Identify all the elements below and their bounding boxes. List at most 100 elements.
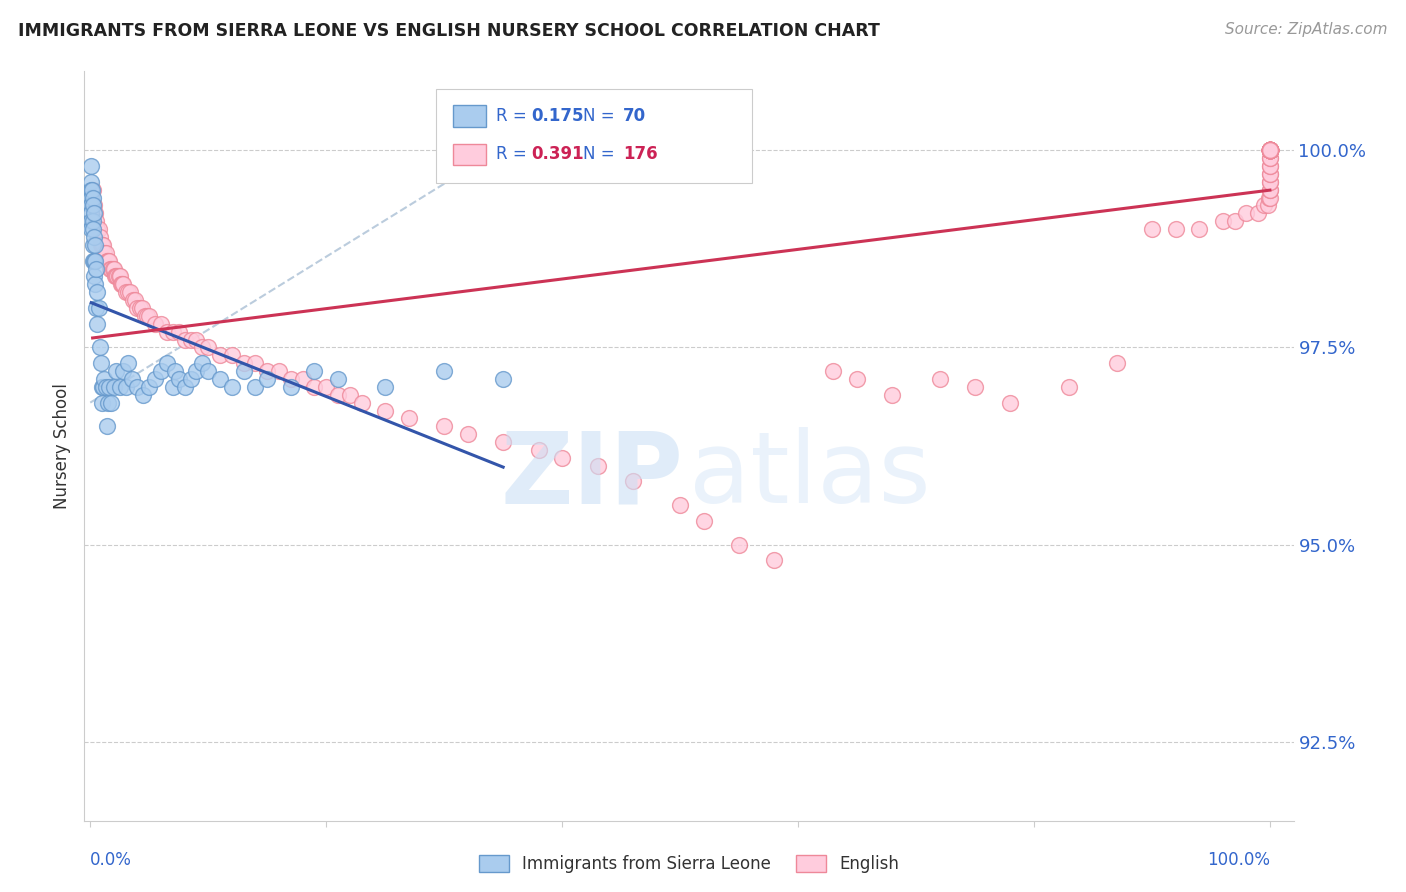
Point bbox=[1258, 167, 1281, 181]
Point bbox=[1258, 143, 1281, 157]
Point bbox=[105, 269, 128, 284]
Point bbox=[1164, 222, 1187, 236]
Point bbox=[1258, 143, 1281, 157]
Point bbox=[304, 364, 326, 378]
Point bbox=[165, 364, 187, 378]
Point bbox=[1258, 143, 1281, 157]
Point bbox=[96, 419, 118, 434]
Point bbox=[138, 309, 160, 323]
Text: R =: R = bbox=[496, 145, 533, 163]
Point bbox=[1258, 143, 1281, 157]
Point bbox=[1258, 143, 1281, 157]
Point bbox=[1059, 380, 1081, 394]
Point bbox=[93, 372, 115, 386]
Point bbox=[1258, 143, 1281, 157]
Point bbox=[87, 222, 110, 236]
Point bbox=[80, 198, 103, 212]
Point bbox=[1258, 143, 1281, 157]
Point bbox=[398, 411, 420, 425]
Point bbox=[1258, 143, 1281, 157]
Point bbox=[1258, 143, 1281, 157]
Point bbox=[1258, 143, 1281, 157]
Point bbox=[1258, 143, 1281, 157]
Point bbox=[1258, 143, 1281, 157]
Point bbox=[98, 253, 121, 268]
Text: R =: R = bbox=[496, 107, 533, 125]
Point bbox=[1258, 143, 1281, 157]
Point bbox=[1258, 143, 1281, 157]
Point bbox=[1258, 175, 1281, 189]
Point bbox=[551, 450, 574, 465]
Point bbox=[1258, 143, 1281, 157]
Point bbox=[1247, 206, 1270, 220]
Point bbox=[108, 269, 131, 284]
Point bbox=[1258, 143, 1281, 157]
Point bbox=[1212, 214, 1234, 228]
Point bbox=[89, 230, 111, 244]
Point bbox=[150, 364, 173, 378]
Point bbox=[1258, 143, 1281, 157]
Point bbox=[1258, 143, 1281, 157]
Point bbox=[221, 380, 243, 394]
Point bbox=[1258, 143, 1281, 157]
Point bbox=[84, 261, 107, 276]
Point bbox=[1258, 143, 1281, 157]
Point bbox=[457, 427, 479, 442]
Point bbox=[162, 325, 184, 339]
Point bbox=[89, 340, 111, 354]
Point bbox=[1258, 143, 1281, 157]
Point bbox=[84, 206, 107, 220]
Legend: Immigrants from Sierra Leone, English: Immigrants from Sierra Leone, English bbox=[472, 848, 905, 880]
Y-axis label: Nursery School: Nursery School bbox=[53, 383, 72, 509]
Point bbox=[1000, 395, 1022, 409]
Point bbox=[1258, 190, 1281, 204]
Point bbox=[374, 403, 396, 417]
Text: IMMIGRANTS FROM SIERRA LEONE VS ENGLISH NURSERY SCHOOL CORRELATION CHART: IMMIGRANTS FROM SIERRA LEONE VS ENGLISH … bbox=[18, 22, 880, 40]
Point bbox=[120, 285, 142, 300]
Point bbox=[1234, 206, 1257, 220]
Point bbox=[80, 159, 103, 173]
Point bbox=[114, 285, 136, 300]
Point bbox=[127, 380, 149, 394]
Point bbox=[197, 364, 219, 378]
Point bbox=[1257, 190, 1279, 204]
Text: atlas: atlas bbox=[689, 427, 931, 524]
Point bbox=[326, 388, 349, 402]
Point bbox=[433, 419, 456, 434]
Point bbox=[124, 293, 146, 307]
Point bbox=[91, 395, 114, 409]
Point bbox=[492, 435, 515, 450]
Point bbox=[80, 175, 103, 189]
Point bbox=[150, 317, 173, 331]
Point bbox=[1258, 183, 1281, 197]
Point bbox=[82, 183, 104, 197]
Point bbox=[208, 372, 231, 386]
Point bbox=[110, 277, 132, 292]
Point bbox=[1258, 143, 1281, 157]
Point bbox=[1258, 143, 1281, 157]
Point bbox=[82, 214, 104, 228]
Point bbox=[86, 222, 108, 236]
Point bbox=[763, 553, 786, 567]
Point bbox=[527, 442, 550, 457]
Text: 0.391: 0.391 bbox=[531, 145, 583, 163]
Point bbox=[326, 372, 349, 386]
Point bbox=[963, 380, 986, 394]
Point bbox=[1258, 143, 1281, 157]
Point bbox=[143, 317, 166, 331]
Point bbox=[121, 372, 143, 386]
Point bbox=[91, 380, 114, 394]
Point bbox=[117, 285, 139, 300]
Point bbox=[1258, 143, 1281, 157]
Point bbox=[1223, 214, 1246, 228]
Point bbox=[339, 388, 361, 402]
Point bbox=[1258, 143, 1281, 157]
Point bbox=[245, 356, 267, 370]
Point bbox=[1258, 143, 1281, 157]
Point bbox=[82, 238, 104, 252]
Point bbox=[80, 214, 103, 228]
Point bbox=[621, 475, 644, 489]
Point bbox=[114, 380, 136, 394]
Point bbox=[1258, 143, 1281, 157]
Text: N =: N = bbox=[583, 145, 620, 163]
